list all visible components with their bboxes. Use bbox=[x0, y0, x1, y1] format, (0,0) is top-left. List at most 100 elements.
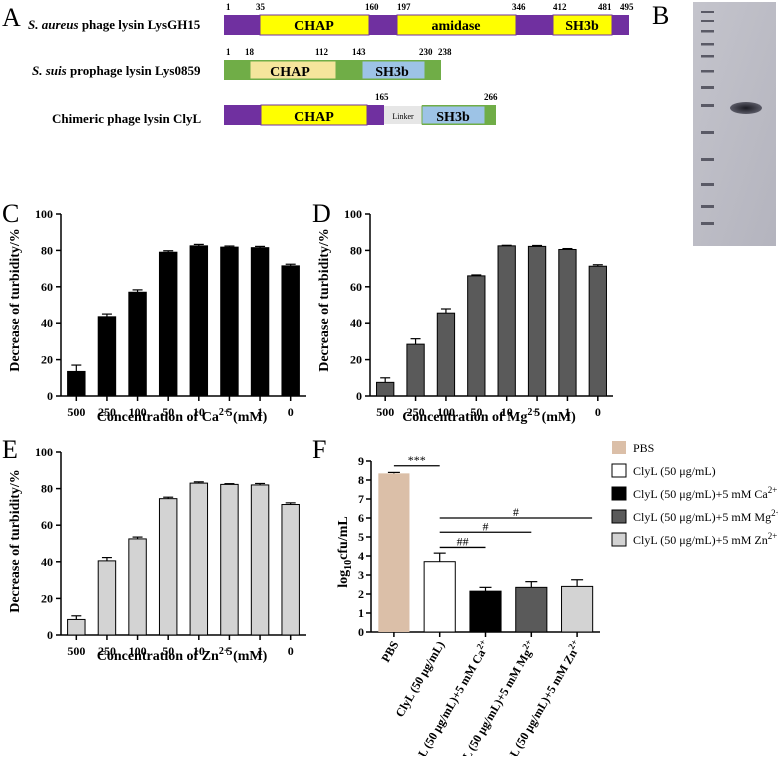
c-bar bbox=[281, 265, 300, 397]
d-bar bbox=[588, 265, 607, 397]
lys0859-tick: 230 bbox=[419, 47, 433, 57]
e-x-tick-label: 5 bbox=[226, 644, 232, 658]
e-bar bbox=[250, 484, 270, 636]
ladder-band bbox=[701, 86, 714, 89]
chart-c: Decrease of turbidity/% Concentration of… bbox=[8, 207, 306, 425]
e-y-tick-label: 20 bbox=[41, 591, 53, 605]
f-legend-label: PBS bbox=[633, 441, 654, 455]
c-x-tick-label: 250 bbox=[98, 405, 116, 419]
panel-letter-e: E bbox=[2, 435, 18, 464]
f-significance-label: ## bbox=[457, 534, 469, 548]
c-bar bbox=[128, 291, 147, 397]
c-x-axis-title: Concentration of Ca2+ (mM) bbox=[97, 407, 268, 425]
c-bar bbox=[97, 316, 117, 397]
f-y-tick-label: 7 bbox=[358, 492, 364, 506]
d-x-tick-label: 50 bbox=[470, 405, 482, 419]
lysgh15-chap-domain bbox=[259, 14, 370, 36]
e-x-tick-label: 500 bbox=[67, 644, 85, 658]
lys0859-chap-label: CHAP bbox=[270, 65, 310, 80]
e-y-tick-label: 100 bbox=[35, 445, 53, 459]
f-y-tick-label: 6 bbox=[358, 511, 364, 525]
ladder-band bbox=[701, 20, 714, 22]
gel-protein-band bbox=[730, 102, 762, 114]
ladder-band bbox=[701, 158, 714, 161]
c-x-tick-label: 500 bbox=[67, 405, 85, 419]
clyl-chap-domain bbox=[260, 104, 368, 126]
ladder-band bbox=[701, 70, 714, 73]
lysgh15-amidase-domain bbox=[396, 14, 517, 36]
lys0859-tick: 238 bbox=[438, 47, 452, 57]
ladder-band bbox=[701, 222, 714, 225]
d-x-tick-label: 100 bbox=[437, 405, 455, 419]
ladder-band bbox=[701, 104, 714, 107]
f-y-tick-label: 4 bbox=[358, 549, 364, 563]
d-x-tick-label: 500 bbox=[376, 405, 394, 419]
c-bar bbox=[250, 247, 270, 397]
f-legend-swatch bbox=[611, 532, 627, 547]
lys0859-sh3b-domain bbox=[361, 60, 426, 80]
lys0859-label: S. suis prophage lysin Lys0859 bbox=[32, 63, 201, 78]
f-legend-label: ClyL (50 μg/mL)+5 mM Mg2+ bbox=[633, 508, 778, 524]
f-legend-swatch bbox=[612, 441, 626, 454]
d-bar bbox=[436, 312, 456, 397]
ladder-band bbox=[701, 43, 714, 46]
lysgh15-tick: 481 bbox=[598, 2, 612, 12]
d-bar bbox=[527, 245, 547, 397]
e-x-tick-label: 0 bbox=[288, 644, 294, 658]
lysgh15-chap-label: CHAP bbox=[294, 19, 334, 34]
f-bar bbox=[423, 561, 456, 633]
clyl-tick: 266 bbox=[484, 92, 498, 102]
d-bar bbox=[467, 275, 486, 397]
e-y-tick-label: 60 bbox=[41, 518, 53, 532]
d-y-tick-label: 0 bbox=[356, 389, 362, 403]
lys0859-tick: 1 bbox=[226, 47, 231, 57]
f-legend-swatch bbox=[611, 486, 627, 501]
e-x-tick-label: 50 bbox=[162, 644, 174, 658]
lysgh15-amidase-label: amidase bbox=[432, 19, 481, 34]
clyl-linker bbox=[384, 106, 422, 124]
d-y-tick-label: 20 bbox=[350, 353, 362, 367]
f-legend-swatch bbox=[611, 509, 627, 524]
d-x-tick-label: 1 bbox=[564, 405, 570, 419]
c-bar bbox=[67, 370, 86, 397]
ladder-band bbox=[701, 131, 714, 134]
f-significance-label: # bbox=[483, 519, 489, 533]
c-x-tick-label: 5 bbox=[226, 405, 232, 419]
e-y-tick-label: 0 bbox=[47, 628, 53, 642]
e-y-tick-label: 80 bbox=[41, 482, 53, 496]
lysgh15-tick: 1 bbox=[226, 2, 231, 12]
d-y-tick-label: 60 bbox=[350, 280, 362, 294]
f-y-tick-label: 0 bbox=[358, 625, 364, 639]
f-bar bbox=[378, 473, 410, 632]
chart-d: Decrease of turbidity/% Concentration of… bbox=[317, 207, 613, 425]
c-y-tick-label: 100 bbox=[35, 207, 53, 221]
d-bar bbox=[376, 381, 395, 397]
ladder-band bbox=[701, 55, 714, 58]
panel-letter-b: B bbox=[652, 1, 669, 30]
lysgh15-tick: 412 bbox=[553, 2, 567, 12]
lysgh15-sh3b-label: SH3b bbox=[565, 19, 599, 34]
d-bar bbox=[406, 343, 425, 397]
e-x-axis-title: Concentration of Zn2+ (mM) bbox=[97, 646, 268, 664]
f-legend-label: ClyL (50 μg/mL)+5 mM Zn2+ bbox=[633, 531, 777, 547]
c-x-tick-label: 0 bbox=[288, 405, 294, 419]
f-legend-label: ClyL (50 μg/mL) bbox=[633, 464, 716, 478]
f-y-tick-label: 3 bbox=[358, 568, 364, 582]
d-bar bbox=[558, 248, 577, 397]
e-bar bbox=[97, 560, 117, 636]
domain-map-lysgh15: S. aureus phage lysin LysGH15 CHAP amida… bbox=[28, 2, 634, 36]
e-bar bbox=[189, 482, 209, 636]
gel-ladder bbox=[701, 11, 714, 225]
e-x-tick-label: 1 bbox=[257, 644, 263, 658]
c-bar bbox=[158, 251, 178, 397]
f-x-tick-label: PBS bbox=[378, 638, 401, 664]
d-x-tick-label: 5 bbox=[534, 405, 540, 419]
domain-map-lys0859: S. suis prophage lysin Lys0859 CHAP SH3b… bbox=[32, 47, 452, 80]
clyl-label: Chimeric phage lysin ClyL bbox=[52, 111, 201, 126]
e-bar bbox=[67, 618, 86, 636]
c-y-tick-label: 60 bbox=[41, 280, 53, 294]
clyl-sh3b-domain bbox=[421, 105, 486, 125]
f-significance-label: *** bbox=[408, 453, 426, 467]
